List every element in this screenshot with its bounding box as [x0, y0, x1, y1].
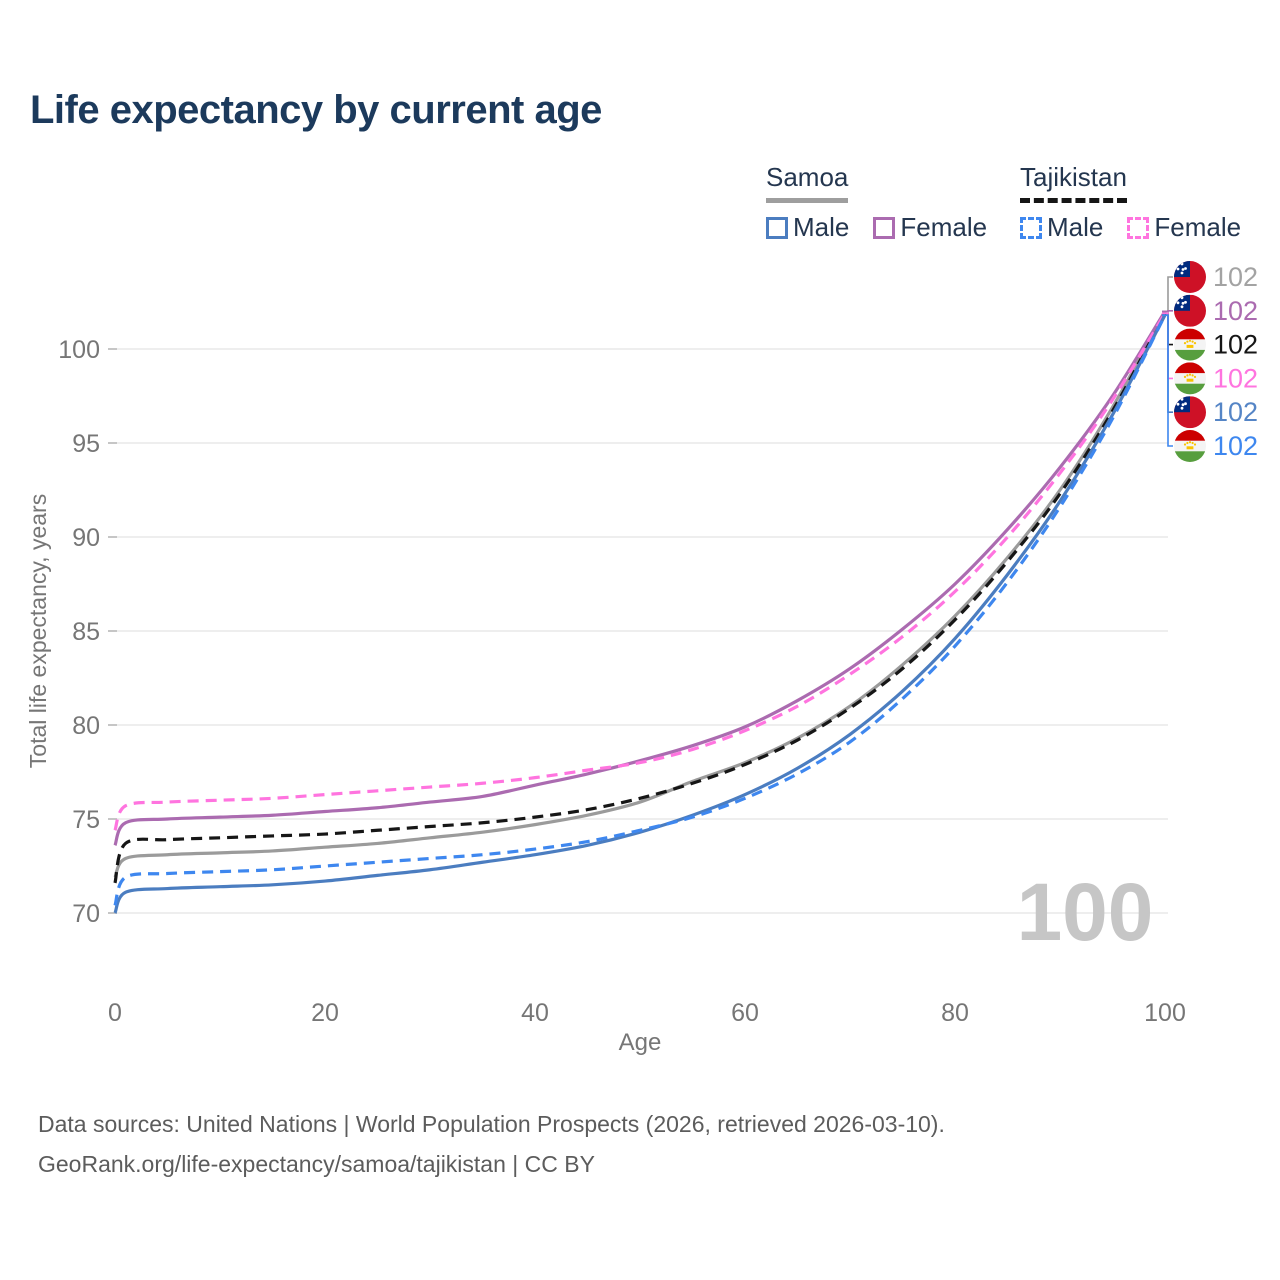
- watermark-age-100: 100: [1017, 867, 1154, 958]
- page-title: Life expectancy by current age: [30, 88, 602, 132]
- end-connector-samoa-female: [1162, 310, 1173, 313]
- y-tick-label-85: 85: [72, 618, 100, 646]
- y-axis-title: Total life expectancy, years: [25, 494, 51, 768]
- tajikistan-male-swatch-icon: [1020, 216, 1042, 239]
- legend-items-samoa: Male Female: [766, 212, 987, 243]
- series-line-samoa-female: [113, 310, 1167, 846]
- end-connector-tajikistan-male: [1162, 314, 1173, 447]
- legend-item-tajikistan-female[interactable]: Female: [1127, 212, 1241, 243]
- tajikistan-flag-icon: [1174, 430, 1206, 462]
- tajikistan-flag-icon: [1174, 362, 1206, 395]
- series-line-tajikistan-female: [113, 312, 1167, 831]
- x-tick-label-60: 60: [731, 999, 759, 1027]
- series-line-tajikistan-total: [113, 312, 1167, 884]
- samoa-flag-icon: [1174, 294, 1206, 327]
- samoa-flag-icon: [1174, 396, 1206, 429]
- end-label-samoa-female: 102: [1213, 296, 1258, 326]
- end-label-tajikistan-male: 102: [1213, 431, 1258, 461]
- x-tick-label-0: 0: [108, 999, 122, 1027]
- legend-label-samoa-female: Female: [900, 212, 988, 242]
- legend-group-samoa: Samoa Male Female: [766, 162, 987, 243]
- y-tick-label-75: 75: [72, 806, 100, 834]
- legend-label-samoa-male: Male: [793, 212, 850, 242]
- tajikistan-flag-icon: [1174, 328, 1206, 361]
- end-label-tajikistan-total: 102: [1213, 330, 1258, 360]
- end-label-tajikistan-female: 102: [1213, 363, 1258, 393]
- x-tick-label-100: 100: [1144, 999, 1186, 1027]
- series-line-samoa-total: [113, 310, 1167, 879]
- samoa-female-swatch-icon: [873, 216, 896, 239]
- x-axis-title: Age: [619, 1029, 662, 1056]
- x-tick-label-40: 40: [521, 999, 549, 1027]
- legend-group-tajikistan: Tajikistan Male Female: [1020, 162, 1241, 243]
- legend-item-samoa-female[interactable]: Female: [873, 212, 987, 243]
- end-label-samoa-male: 102: [1213, 397, 1258, 427]
- series-line-tajikistan-male: [113, 314, 1167, 907]
- data-sources-line: Data sources: United Nations | World Pop…: [38, 1111, 945, 1137]
- legend-item-tajikistan-male[interactable]: Male: [1020, 212, 1103, 243]
- legend-label-tajikistan-male: Male: [1047, 212, 1104, 242]
- samoa-male-swatch-icon: [766, 216, 788, 239]
- y-tick-label-100: 100: [58, 336, 100, 364]
- samoa-flag-icon: [1174, 261, 1206, 293]
- tajikistan-female-swatch-icon: [1127, 216, 1150, 239]
- x-tick-label-80: 80: [941, 999, 969, 1027]
- y-tick-label-80: 80: [72, 712, 100, 740]
- legend-label-tajikistan-female: Female: [1154, 212, 1242, 242]
- end-label-samoa-total: 102: [1213, 262, 1258, 292]
- y-tick-label-95: 95: [72, 430, 100, 458]
- x-tick-label-20: 20: [311, 999, 339, 1027]
- legend-country-samoa[interactable]: Samoa: [766, 162, 849, 203]
- y-tick-label-70: 70: [72, 900, 100, 928]
- series-line-samoa-male: [113, 314, 1167, 914]
- legend-items-tajikistan: Male Female: [1020, 212, 1241, 243]
- attribution-line: GeoRank.org/life-expectancy/samoa/tajiki…: [38, 1151, 595, 1178]
- legend: Samoa Male Female Tajikistan Male: [0, 162, 1280, 242]
- footer: Data sources: United Nations | World Pop…: [38, 1104, 945, 1185]
- legend-item-samoa-male[interactable]: Male: [766, 212, 849, 243]
- y-tick-label-90: 90: [72, 524, 100, 552]
- end-connector-samoa-total: [1162, 276, 1173, 313]
- legend-country-tajikistan[interactable]: Tajikistan: [1020, 162, 1127, 203]
